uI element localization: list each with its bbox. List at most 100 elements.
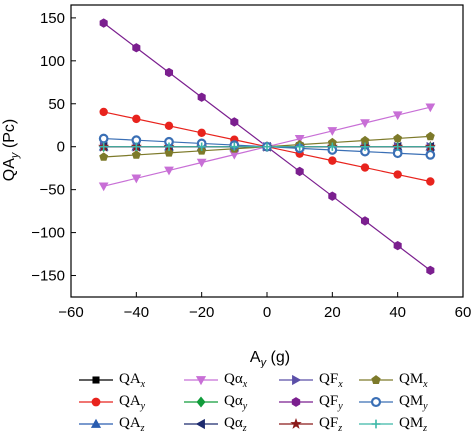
data-point-qm-x xyxy=(99,152,109,161)
legend-item-qalpha-x: Qαx xyxy=(183,369,247,391)
legend-item-qa-z: QAz xyxy=(78,413,145,435)
data-point-qf-y xyxy=(360,216,370,226)
legend-item-qm-x: QMx xyxy=(358,369,428,391)
y-tick-label: 50 xyxy=(48,96,65,113)
data-point-qa-y xyxy=(328,156,337,165)
x-tick-label: 0 xyxy=(263,304,271,321)
data-point-qm-x xyxy=(131,150,141,159)
data-point-qa-y xyxy=(393,170,402,179)
legend-item-qalpha-z: Qαz xyxy=(183,413,247,435)
data-point-qm-z xyxy=(99,142,108,151)
data-point-qf-y xyxy=(426,265,435,276)
data-point-qf-y xyxy=(328,191,337,201)
legend-label: QMy xyxy=(399,392,428,412)
data-point-qm-z xyxy=(328,142,337,151)
legend-label: QAy xyxy=(119,392,146,412)
legend-item-qalpha-y: Qαy xyxy=(183,391,247,413)
data-point-qf-y xyxy=(393,240,402,251)
legend-item-qm-z: QMz xyxy=(358,413,427,435)
legend-swatch xyxy=(79,418,113,428)
x-tick-label: 20 xyxy=(324,304,341,321)
legend-swatch xyxy=(359,396,393,408)
data-point-qf-y xyxy=(197,92,206,102)
legend-label: QFy xyxy=(319,392,343,412)
data-point-qalpha-x xyxy=(360,119,370,129)
legend-swatch xyxy=(184,396,218,408)
legend-item-qf-z: QFz xyxy=(278,413,342,435)
x-tick-label: −60 xyxy=(58,304,83,321)
data-point-qa-y xyxy=(197,128,206,137)
data-point-qm-y xyxy=(98,133,109,144)
data-point-qm-z xyxy=(262,142,272,151)
legend-item-qm-y: QMy xyxy=(358,391,428,413)
data-point-qalpha-x xyxy=(294,135,305,144)
y-tick-label: −100 xyxy=(31,225,65,242)
data-point-qalpha-x xyxy=(98,182,109,192)
legend-swatch xyxy=(359,419,393,429)
y-tick-label: 100 xyxy=(40,53,65,70)
data-point-qm-z xyxy=(360,142,370,151)
legend-swatch xyxy=(279,397,313,407)
data-point-qalpha-x xyxy=(392,111,403,121)
x-tick-label: 60 xyxy=(455,304,472,321)
legend: QAx QAy QAz Qαx Qαy Qαz QFx QFy QFz QMx QMy QMz xyxy=(0,368,474,436)
legend-label: QMz xyxy=(399,414,428,434)
y-tick-label: 150 xyxy=(40,10,65,27)
data-point-qa-y xyxy=(99,107,108,117)
legend-item-qf-y: QFy xyxy=(278,391,343,413)
series-markers-qm-z xyxy=(99,142,435,151)
data-point-qm-z xyxy=(197,142,206,151)
y-tick-label: 0 xyxy=(57,139,65,156)
legend-swatch xyxy=(279,374,313,386)
axis-ticks: −60 −40 −20 0 20 40 60 −150 −100 −50 0 50 100 150 xyxy=(31,10,471,321)
data-point-qf-y xyxy=(132,43,141,53)
data-point-qalpha-x xyxy=(327,127,338,136)
data-point-qm-z xyxy=(230,142,239,151)
data-point-qf-y xyxy=(295,166,304,177)
legend-item-qa-y: QAy xyxy=(78,391,145,413)
data-point-qf-y xyxy=(99,18,108,28)
data-point-qalpha-x xyxy=(425,103,436,113)
legend-swatch xyxy=(79,397,113,407)
legend-swatch xyxy=(279,417,313,429)
data-point-qm-x xyxy=(393,133,403,143)
legend-label: QAx xyxy=(119,370,146,390)
data-point-qa-y xyxy=(164,121,174,131)
data-point-qm-z xyxy=(393,142,402,151)
data-point-qalpha-x xyxy=(164,166,174,176)
data-point-qm-z xyxy=(132,142,141,151)
series-markers xyxy=(98,18,436,276)
y-axis-title: QAy (Pc) xyxy=(1,119,21,181)
legend-label: Qαy xyxy=(224,392,248,412)
data-point-qm-z xyxy=(164,142,174,151)
data-point-qm-z xyxy=(295,142,304,151)
y-tick-label: −50 xyxy=(40,182,65,199)
x-tick-label: −20 xyxy=(189,304,214,321)
legend-item-qf-x: QFx xyxy=(278,369,343,391)
y-tick-label: −150 xyxy=(31,268,65,285)
data-point-qa-y xyxy=(426,177,435,186)
line-chart: −60 −40 −20 0 20 40 60 −150 −100 −50 0 50 100 150 Ay … xyxy=(1,4,471,368)
legend-label: QFx xyxy=(319,370,343,390)
x-tick-label: −40 xyxy=(124,304,149,321)
legend-label: QAz xyxy=(119,414,145,434)
data-point-qm-y xyxy=(425,149,436,160)
legend-swatch xyxy=(79,376,113,384)
data-point-qalpha-x xyxy=(131,174,142,184)
legend-swatch xyxy=(359,375,393,384)
series-markers-qalpha-x xyxy=(98,103,436,192)
data-point-qa-y xyxy=(360,163,370,172)
data-point-qalpha-x xyxy=(196,158,207,168)
legend-item-qa-x: QAx xyxy=(78,369,145,391)
legend-label: QMx xyxy=(399,370,428,390)
legend-label: Qαz xyxy=(224,414,247,434)
legend-swatch xyxy=(184,376,218,386)
data-point-qa-y xyxy=(132,114,141,124)
data-point-qm-x xyxy=(425,131,435,141)
legend-label: QFz xyxy=(319,414,343,434)
legend-label: Qαx xyxy=(224,370,248,390)
data-point-qm-x xyxy=(164,148,174,157)
data-point-qm-z xyxy=(426,142,435,151)
data-point-qf-y xyxy=(164,67,174,78)
data-point-qf-y xyxy=(230,117,239,127)
